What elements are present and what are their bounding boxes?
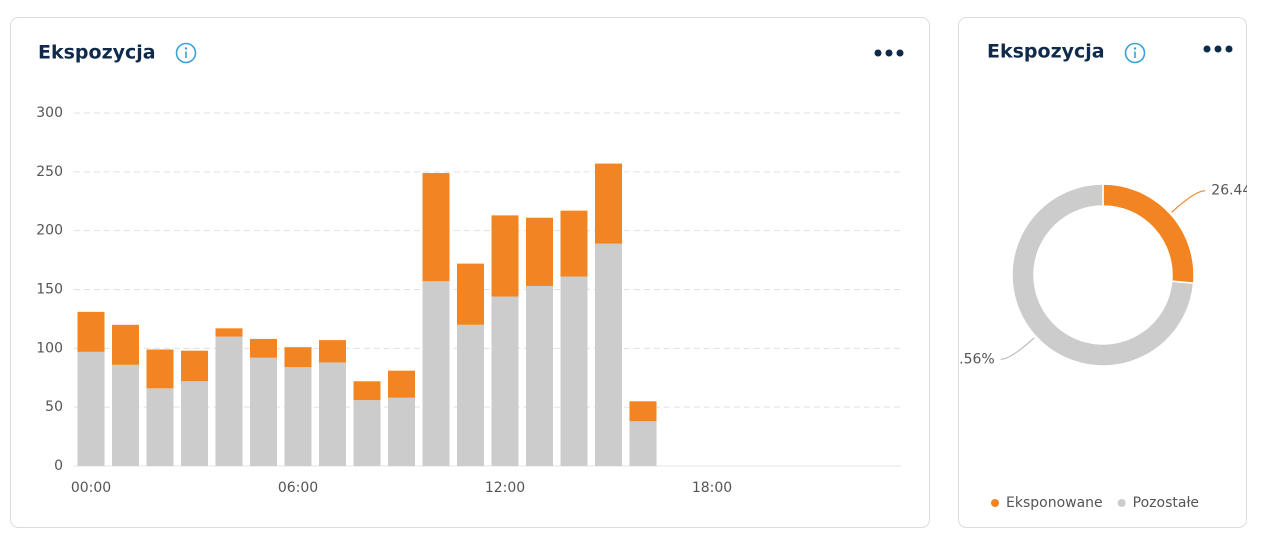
bar-segment [146,388,174,466]
x-tick-label: 12:00 [485,480,525,496]
leader-line [1171,190,1206,213]
bar-segment [457,263,484,325]
bar-segment [284,367,312,466]
info-icon[interactable] [175,42,197,64]
bar-segment [560,210,588,277]
bar-segment [250,357,277,466]
legend-marker [1117,499,1126,507]
bar-segment [457,324,484,466]
bar-segment [388,397,415,466]
bar-segment [595,243,622,466]
card-title: Ekspozycja [987,41,1105,63]
bar-segment [215,328,243,337]
card-title: Ekspozycja [38,42,156,64]
info-icon[interactable] [1124,42,1146,64]
legend-marker [991,499,999,507]
bar-segment [629,401,657,422]
bar-segment [422,281,450,466]
legend-label: Pozostałe [1133,495,1199,511]
y-tick-label: 100 [36,340,63,356]
y-tick-label: 0 [54,458,63,474]
bar-segment [388,370,415,398]
y-tick-label: 150 [36,282,63,298]
card [958,17,1247,528]
bar-segment [526,285,553,466]
bar-segment [146,349,174,389]
more-menu[interactable] [1203,45,1233,53]
bar-segment [319,362,346,466]
bar-chart: 0 50 100 150 200 250 300 00:00 06:00 12:00 18:00 [36,105,902,496]
y-tick-label: 250 [36,164,63,180]
x-tick-label: 18:00 [692,480,732,496]
bar-segment [353,381,381,401]
bar-segment [181,350,208,382]
bar-segment [491,215,519,297]
bar-segment [629,421,657,466]
bar-segment [284,347,312,368]
donut-chart: 26.44% 73.56% Eksponowane Pozostałe [941,183,1262,511]
bar-segment [422,173,450,282]
bar-segment [319,340,346,363]
x-tick-label: 00:00 [71,480,111,496]
y-tick-label: 300 [36,105,63,121]
bar-segment [77,351,105,466]
bar-segment [250,338,277,358]
bar-segment [526,217,553,286]
donut-segment [1011,183,1195,367]
bar-segment [112,364,139,466]
legend-label: Eksponowane [1006,495,1103,511]
bar-segment [491,296,519,466]
bar-segment [595,163,622,244]
x-tick-label: 06:00 [278,480,318,496]
data-label: 26.44% [1211,183,1262,199]
y-tick-label: 50 [45,399,63,415]
bar-segment [77,311,105,352]
y-tick-label: 200 [36,223,63,239]
leader-line [1000,337,1035,360]
data-label: 73.56% [941,351,994,367]
bar-segment [353,400,381,466]
bar-segment [181,381,208,466]
bar-segment [112,324,139,365]
bar-segment [215,336,243,466]
more-menu[interactable] [874,49,904,57]
bar-segment [560,276,588,466]
